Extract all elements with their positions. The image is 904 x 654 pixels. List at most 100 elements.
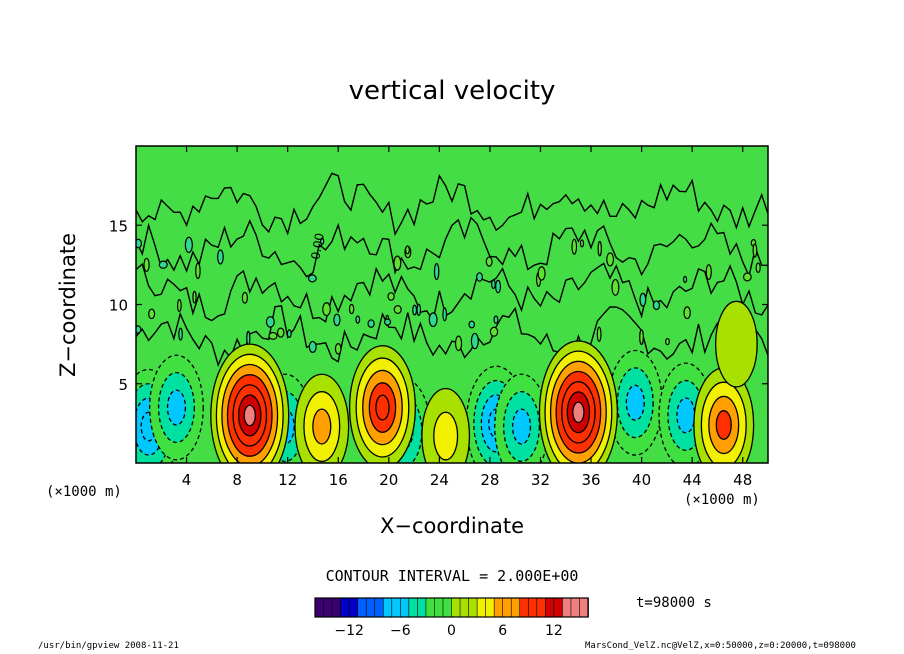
turbulent-eddy xyxy=(334,343,342,355)
updraft-cell-contour xyxy=(715,410,732,440)
colorbar-segment xyxy=(562,597,572,618)
turbulent-eddy xyxy=(597,240,602,257)
turbulent-eddy xyxy=(596,326,602,342)
turbulent-contour-line xyxy=(136,172,768,237)
colorbar-segment xyxy=(468,597,478,618)
colorbar-segment xyxy=(493,597,504,618)
turbulent-eddy xyxy=(493,315,499,324)
updraft-cell xyxy=(538,340,618,463)
plot-area: 0.00 xyxy=(136,146,768,463)
colorbar-segment xyxy=(545,597,555,618)
turbulent-eddy xyxy=(755,262,761,274)
turbulent-eddy xyxy=(217,249,224,265)
updraft-cell xyxy=(693,367,755,463)
colorbar-segment xyxy=(425,597,436,618)
colorbar-segment xyxy=(408,597,419,618)
x-tick-label: 24 xyxy=(430,471,449,489)
turbulent-eddy xyxy=(286,329,292,339)
turbulent-eddy xyxy=(268,331,278,340)
y-tick-label: 15 xyxy=(109,217,128,235)
turbulent-eddy xyxy=(308,340,317,353)
turbulent-eddy xyxy=(241,291,248,304)
downdraft-cell-contour xyxy=(676,397,696,434)
turbulent-eddy xyxy=(143,257,150,272)
updraft-cell-contour xyxy=(312,408,332,445)
colorbar-tick-label: 6 xyxy=(498,623,507,639)
updraft-cell-contour xyxy=(433,411,459,461)
colorbar-segment xyxy=(357,597,367,618)
turbulent-eddy xyxy=(495,279,502,294)
turbulent-eddy xyxy=(579,239,585,248)
turbulent-eddy xyxy=(652,300,661,311)
colorbar-segment xyxy=(451,597,461,618)
y-tick-label: 10 xyxy=(109,297,128,315)
colorbar-tick-label: 0 xyxy=(447,623,456,639)
footer-program: /usr/bin/gpview 2008-11-21 xyxy=(38,641,179,651)
updraft-cell-contour xyxy=(715,300,758,388)
colorbar-segment xyxy=(553,597,564,618)
turbulent-eddy xyxy=(489,326,499,337)
turbulent-eddy xyxy=(195,262,201,280)
turbulent-eddy xyxy=(476,272,483,282)
turbulent-eddy xyxy=(468,320,476,329)
turbulent-eddy xyxy=(454,335,463,352)
downdraft-cell xyxy=(149,354,204,461)
colorbar-segment xyxy=(536,597,547,618)
colorbar-segment xyxy=(314,597,325,618)
colorbar-segment xyxy=(442,597,453,618)
x-tick-label: 12 xyxy=(278,471,297,489)
turbulent-eddy xyxy=(178,327,183,341)
turbulent-eddy xyxy=(322,302,331,317)
colorbar-segment xyxy=(502,597,513,618)
turbulent-eddy xyxy=(307,274,317,283)
turbulent-eddy xyxy=(276,327,285,338)
updraft-cell xyxy=(348,345,416,463)
updraft-cell xyxy=(210,343,290,463)
turbulent-eddy xyxy=(333,313,341,327)
x-tick-label: 28 xyxy=(480,471,499,489)
updraft-cell-contour xyxy=(375,394,390,421)
colorbar-segment xyxy=(348,597,359,618)
turbulent-eddy xyxy=(416,303,422,317)
colorbar-segment xyxy=(340,597,350,618)
turbulent-eddy xyxy=(442,307,448,322)
x-unit-label-right: (×1000 m) xyxy=(684,492,760,508)
colorbar-segment xyxy=(459,597,470,618)
colorbar-segment xyxy=(391,597,402,618)
downdraft-cell-contour xyxy=(625,384,645,421)
turbulent-eddy xyxy=(606,252,615,267)
colorbar-segment xyxy=(365,597,376,618)
colorbar-frame xyxy=(314,597,589,618)
x-tick-label: 48 xyxy=(733,471,752,489)
colorbar-segment xyxy=(579,597,589,618)
turbulent-eddy xyxy=(571,238,578,255)
turbulent-eddy xyxy=(485,256,493,267)
colorbar-segment xyxy=(527,597,538,618)
turbulent-eddy xyxy=(639,329,644,345)
downdraft-cell xyxy=(607,349,663,456)
turbulent-eddy xyxy=(412,304,418,316)
colorbar-segment xyxy=(570,597,581,618)
contour-interval-label: CONTOUR INTERVAL = 2.000E+00 xyxy=(325,567,579,585)
turbulent-eddy xyxy=(383,318,392,326)
colorbar-tick-label: −6 xyxy=(390,623,411,639)
turbulent-eddy xyxy=(265,316,275,328)
colorbar: −12 −6 0 6 12 xyxy=(314,597,589,639)
colorbar-segment xyxy=(510,597,521,618)
colorbar-tick-label: −12 xyxy=(334,623,364,639)
colorbar-segment xyxy=(519,597,530,618)
turbulent-contour-line xyxy=(136,216,768,279)
turbulent-eddy xyxy=(470,332,479,350)
colorbar-segment xyxy=(382,597,393,618)
turbulent-eddy xyxy=(537,266,546,281)
turbulent-eddy xyxy=(158,260,168,269)
downdraft-cell-contour xyxy=(511,408,532,445)
turbulent-eddy xyxy=(355,315,361,324)
colorbar-segment xyxy=(485,597,495,618)
turbulent-eddy xyxy=(176,299,182,313)
turbulent-eddy xyxy=(184,236,193,254)
contour-value-label: 0.00 xyxy=(308,232,326,261)
downdraft-cell-contour xyxy=(166,389,187,426)
